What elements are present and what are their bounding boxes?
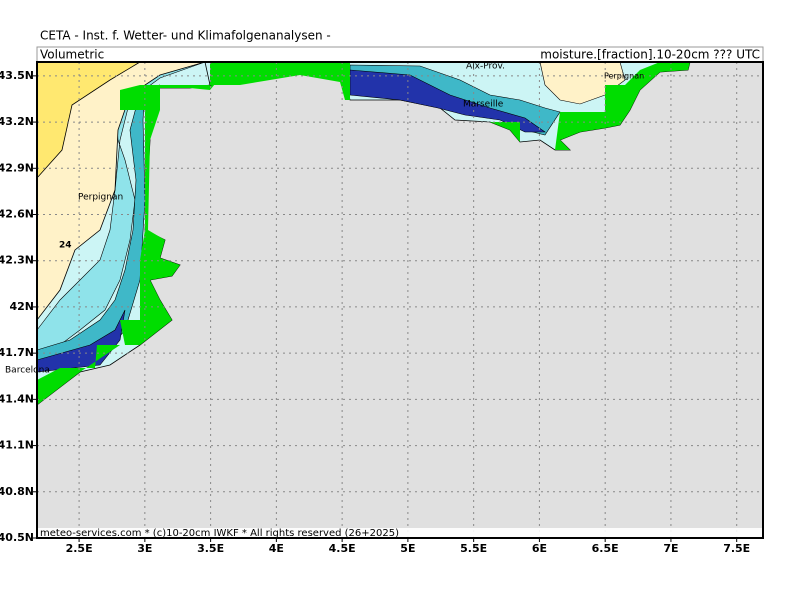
lat-tick-label: 40.8N — [0, 485, 34, 498]
lat-tick-label: 42.6N — [0, 208, 34, 221]
place-label: Perpignan — [78, 193, 123, 203]
coast-cells — [210, 62, 690, 150]
lon-tick-label: 2.5E — [66, 542, 93, 555]
field-name: moisture.[fraction].10-20cm ??? UTC — [540, 48, 760, 62]
lat-tick-label: 41.1N — [0, 439, 34, 452]
place-label: Barcelona — [5, 366, 50, 376]
lon-tick-label: 5E — [400, 542, 415, 555]
place-label: Marseille — [463, 100, 504, 110]
lat-tick-label: 42N — [9, 300, 34, 313]
lon-tick-label: 3E — [137, 542, 152, 555]
lat-tick-label: 40.5N — [0, 531, 34, 544]
lon-tick-label: 6E — [532, 542, 547, 555]
field-type: Volumetric — [40, 48, 104, 62]
footer-bar — [37, 528, 763, 538]
lat-tick-label: 43.2N — [0, 115, 34, 128]
lon-tick-label: 3.5E — [197, 542, 224, 555]
lat-tick-label: 41.7N — [0, 346, 34, 359]
contour-label: 24 — [59, 241, 72, 251]
moisture-band — [349, 69, 546, 133]
lon-tick-label: 4.5E — [329, 542, 356, 555]
lon-tick-label: 7E — [663, 542, 678, 555]
header-title: CETA - Inst. f. Wetter- und Klimafolgena… — [40, 29, 331, 43]
map-area: meteo-services.com * (c)10-20cm IWKF * A… — [5, 61, 764, 539]
lon-tick-label: 4E — [269, 542, 284, 555]
place-label: Aix-Prov. — [466, 62, 505, 72]
lon-tick-label: 5.5E — [460, 542, 487, 555]
lat-tick-label: 42.9N — [0, 161, 34, 174]
lat-tick-label: 42.3N — [0, 254, 34, 267]
moisture-band — [539, 61, 626, 105]
coast-cells — [120, 62, 270, 345]
place-label: Perpignan — [604, 72, 644, 81]
lat-tick-label: 43.5N — [0, 69, 34, 82]
lon-tick-label: 7.5E — [723, 542, 750, 555]
moisture-band — [37, 62, 60, 82]
lat-tick-label: 41.4N — [0, 392, 34, 405]
map-frame — [36, 61, 764, 539]
coast-cells — [37, 345, 120, 405]
footer-text: meteo-services.com * (c)10-20cm IWKF * A… — [40, 528, 399, 539]
moisture-band — [36, 61, 206, 322]
lon-tick-label: 6.5E — [592, 542, 619, 555]
